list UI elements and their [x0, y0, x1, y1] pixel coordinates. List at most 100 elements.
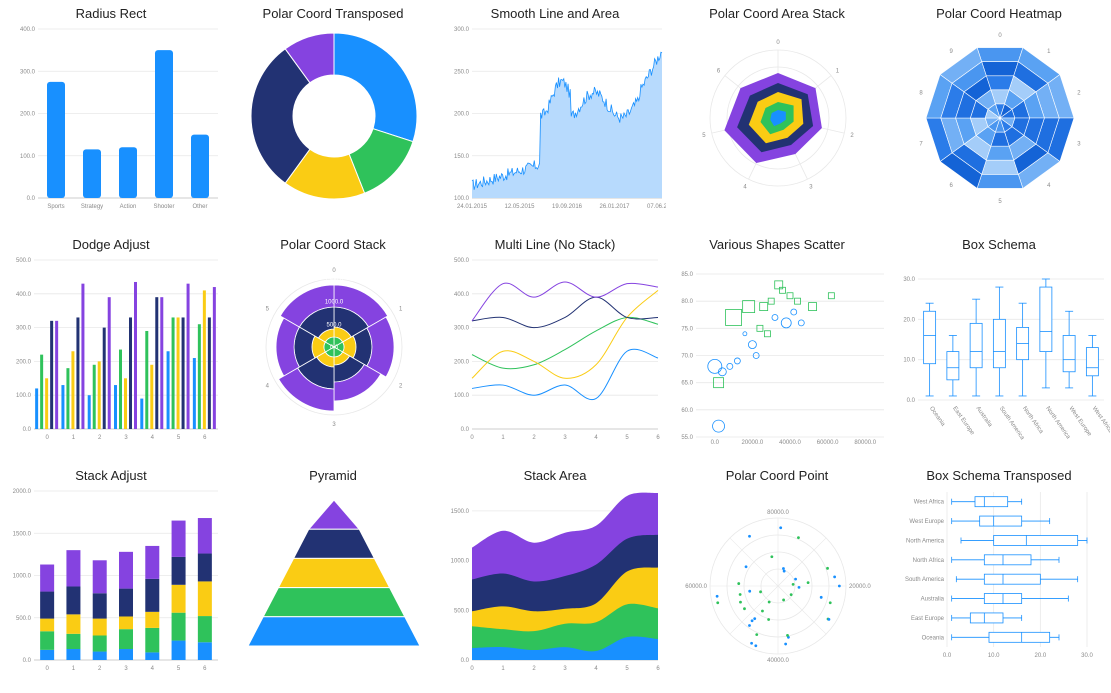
box-body	[923, 310, 937, 365]
series-line	[471, 348, 659, 401]
y-tick-label: 55.0	[681, 435, 693, 441]
y-tick-label: 30.0	[903, 277, 915, 283]
scatter-point	[808, 302, 817, 311]
y-tick-label: 1000.0	[451, 559, 470, 565]
bar	[171, 317, 175, 429]
axis-label: 4	[266, 384, 270, 390]
x-tick-label: Action	[120, 204, 137, 210]
chart-title: Stack Adjust	[75, 468, 147, 483]
x-tick-label: 4	[594, 666, 598, 672]
y-tick-label: East Europe	[911, 616, 945, 622]
bar	[61, 385, 65, 429]
chart-panel: Polar Coord Transposed	[222, 0, 444, 231]
axis-label: 0	[332, 268, 336, 274]
polar-point	[819, 595, 823, 599]
polar-spoke	[777, 585, 827, 635]
chart-title: Box Schema Transposed	[926, 468, 1072, 483]
stacked-bar-segment	[119, 616, 133, 630]
scatter-point	[764, 330, 771, 338]
y-tick-label: 85.0	[681, 272, 693, 278]
bar	[160, 297, 164, 429]
y-tick-label: 100.0	[454, 393, 470, 399]
scatter-point	[752, 352, 760, 359]
polar-point	[782, 598, 785, 602]
stacked-bar-segment	[66, 633, 81, 650]
polar-point	[748, 589, 752, 593]
x-tick-label: Oceania	[928, 406, 946, 428]
chart-title: Polar Coord Area Stack	[709, 6, 845, 21]
bar	[191, 134, 209, 198]
box-body	[946, 351, 960, 381]
scatter-point	[748, 340, 757, 350]
x-tick-label: 4	[594, 435, 598, 441]
scatter-point	[797, 319, 805, 327]
chart-canvas: 80000.0 20000.0 40000.0 60000.0	[685, 510, 871, 664]
axis-label: 7	[919, 142, 923, 148]
axis-label: 1	[1047, 49, 1051, 55]
bar	[107, 297, 111, 429]
x-tick-label: Strategy	[81, 204, 103, 210]
stacked-bar-segment	[92, 635, 107, 652]
y-tick-label: 100.0	[16, 393, 32, 399]
stacked-bar-segment	[145, 611, 160, 628]
stacked-bar-segment	[145, 578, 160, 612]
stacked-bar-segment	[66, 614, 81, 634]
x-tick-label: South America	[998, 406, 1026, 442]
polar-point	[767, 618, 771, 621]
stacked-bar-segment	[92, 560, 107, 594]
axis-label: 5	[702, 133, 706, 139]
box-body	[979, 515, 1023, 527]
stacked-bar-segment	[119, 629, 133, 650]
pyramid-layer	[292, 528, 376, 559]
chart-canvas: 0.0 500.0 1000.0 1500.0 2000.0 0 1 2 3 4 5 6	[13, 489, 218, 672]
x-tick-label: 5	[177, 435, 181, 441]
axis-label: 6	[950, 183, 954, 189]
chart-canvas: 0.0 100.0 200.0 300.0 400.0 Sports Strategy Act…	[20, 27, 218, 210]
axis-label: 9	[950, 49, 954, 55]
area-line	[471, 51, 663, 190]
x-tick-label: North America	[1044, 406, 1071, 441]
y-tick-label: 300.0	[16, 326, 32, 332]
chart-canvas: 0.0 100.0 200.0 300.0 400.0 500.0 0 1 2 3 4 5 6	[16, 258, 218, 441]
stacked-bar-segment	[40, 649, 55, 660]
y-tick-label: 0.0	[23, 427, 32, 433]
polar-point	[748, 624, 751, 627]
chart-title: Polar Coord Transposed	[262, 6, 404, 21]
stacked-bar-segment	[171, 584, 186, 613]
bar	[134, 281, 137, 429]
chart-panel: Multi Line (No Stack) 0.0 100.0 200.0 300.0 4…	[444, 231, 666, 462]
stacked-bar-segment	[197, 553, 212, 582]
scatter-point	[742, 331, 748, 337]
bar	[55, 320, 59, 429]
box-body	[1039, 286, 1053, 352]
donut-slice	[250, 48, 311, 184]
chart-canvas: 0 1 2 3 4 5 6 7 8 9	[919, 33, 1081, 205]
box-body	[983, 554, 1032, 566]
bar	[186, 283, 190, 429]
chart-title: Radius Rect	[75, 6, 147, 21]
y-tick-label: 500.0	[454, 608, 470, 614]
box-body	[969, 612, 1004, 624]
polar-point	[761, 609, 764, 613]
stacked-bar-segment	[40, 618, 55, 632]
scatter-point	[712, 419, 725, 433]
chart-title: Various Shapes Scatter	[709, 237, 845, 252]
chart-canvas: 55.0 60.0 65.0 70.0 75.0 80.0 85.0 0.0 20000.0 40…	[681, 272, 884, 446]
bar	[114, 385, 117, 429]
bar	[166, 351, 170, 429]
pyramid-layer	[262, 587, 406, 618]
angle-label: 60000.0	[685, 584, 707, 590]
stacked-bar-segment	[119, 649, 133, 660]
polar-stack-segment	[278, 367, 335, 412]
x-tick-label: 0	[470, 435, 474, 441]
y-tick-label: 65.0	[681, 381, 693, 387]
x-tick-label: 6	[203, 666, 207, 672]
y-tick-label: 200.0	[20, 112, 36, 118]
bar	[76, 317, 80, 429]
x-tick-label: West Africa	[1091, 406, 1110, 435]
y-tick-label: 500.0	[16, 616, 32, 622]
axis-label: 2	[1077, 90, 1081, 96]
polar-point	[791, 582, 795, 586]
bar	[140, 398, 144, 429]
polar-point	[786, 633, 789, 637]
